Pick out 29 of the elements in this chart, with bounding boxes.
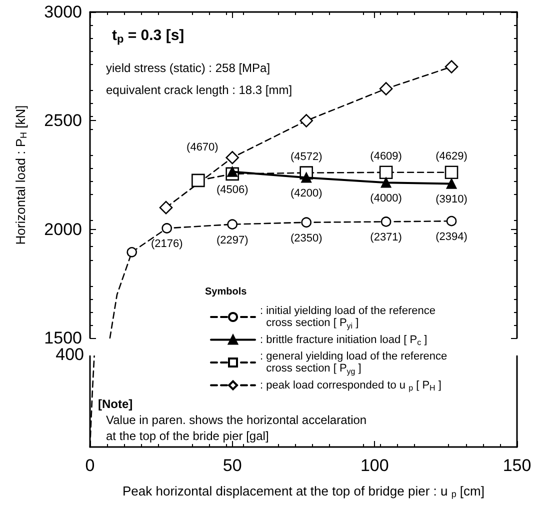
annotation: [Note] xyxy=(98,397,133,411)
annotation: (4506) xyxy=(216,184,248,196)
x-tick-label: 0 xyxy=(85,456,95,475)
annotation: (3910) xyxy=(436,194,468,206)
annotation: (2371) xyxy=(370,232,402,244)
annotation: (2350) xyxy=(290,232,322,244)
annotation: (2394) xyxy=(436,231,468,244)
annotation: (4609) xyxy=(370,150,402,162)
y-tick-label: 1500 xyxy=(44,328,82,348)
annotation: Value in paren. shows the horizontal accelaration at the top of the bride pier [gal] xyxy=(106,413,367,443)
x-tick-label: 150 xyxy=(502,456,532,475)
text: 400 xyxy=(56,345,84,364)
legend-title: Symbols xyxy=(205,286,248,298)
y-tick-label: 2000 xyxy=(44,220,82,239)
annotation: (4629) xyxy=(436,150,468,162)
y-tick-label: 2500 xyxy=(44,111,82,130)
annotation: (4200) xyxy=(290,188,322,200)
y-tick-label: 3000 xyxy=(44,2,82,22)
annotation: equivalent crack length : 18.3 [mm] xyxy=(106,83,292,97)
annotation: yield stress (static) : 258 [MPa] xyxy=(106,61,270,75)
x-axis-title: Peak horizontal displacement at the top of bridge pier : u p [cm] xyxy=(122,483,484,499)
annotation: (4572) xyxy=(290,150,322,163)
annotation: (4670) xyxy=(186,142,218,154)
annotation: (2176) xyxy=(150,238,183,250)
x-tick-label: 50 xyxy=(222,456,242,475)
annotation: (2297) xyxy=(216,234,248,246)
y-axis-title: Horizontal load : PH [kN] xyxy=(12,105,28,245)
x-tick-label: 100 xyxy=(360,456,389,475)
annotation: (4000) xyxy=(370,192,402,205)
